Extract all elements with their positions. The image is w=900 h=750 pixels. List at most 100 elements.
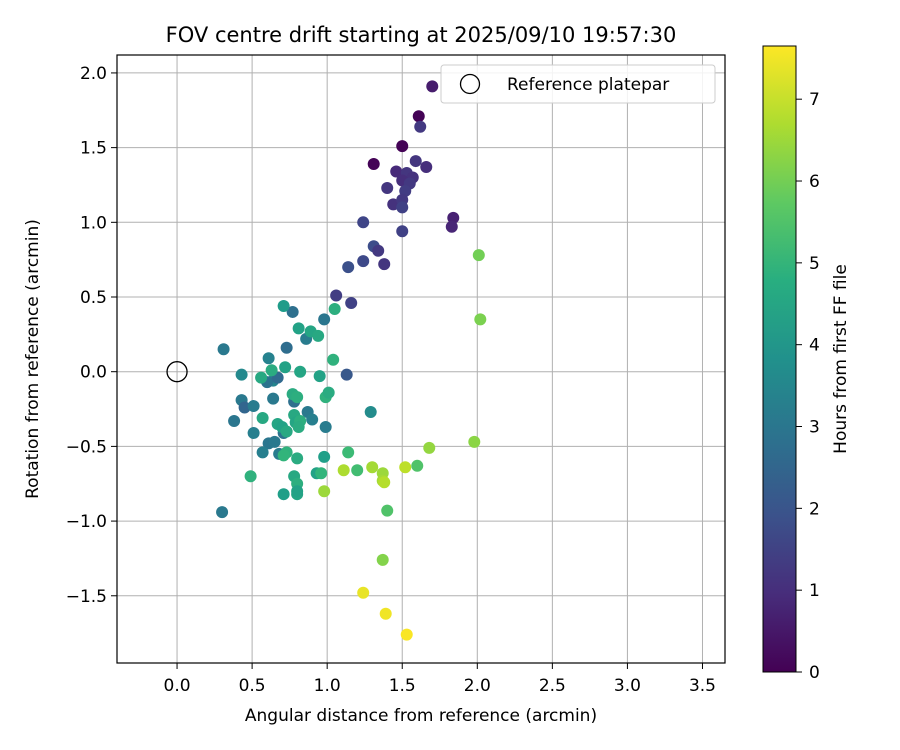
data-point (228, 414, 241, 427)
x-tick-label: 3.0 (614, 676, 641, 696)
data-point (318, 450, 331, 463)
x-tick-label: 2.5 (539, 676, 566, 696)
data-point (366, 461, 379, 474)
data-point (292, 420, 305, 433)
data-point (292, 322, 305, 335)
data-point (247, 400, 260, 413)
data-point (291, 452, 304, 465)
data-point (426, 80, 439, 93)
data-point (357, 216, 370, 229)
data-point (396, 201, 409, 214)
data-point (318, 313, 331, 326)
reference-platepar-marker (166, 361, 188, 383)
data-point (217, 343, 230, 356)
data-point (474, 313, 487, 326)
data-point (277, 449, 290, 462)
data-point (400, 628, 413, 641)
colorbar-tick-label: 2 (809, 499, 820, 519)
y-tick-label: 0.0 (80, 363, 107, 383)
x-axis-label: Angular distance from reference (arcmin) (245, 706, 597, 726)
colorbar-tick-label: 3 (809, 418, 820, 438)
data-point (327, 353, 340, 366)
y-tick-label: −1.0 (66, 512, 107, 532)
data-point (378, 258, 391, 271)
data-point (216, 506, 229, 519)
data-point (267, 392, 280, 405)
data-point (280, 425, 293, 438)
data-point (420, 161, 433, 174)
data-point (306, 413, 319, 426)
colorbar-tick-label: 5 (809, 254, 820, 274)
data-point (381, 504, 394, 517)
data-point (322, 386, 335, 399)
x-tick-label: 3.5 (689, 676, 716, 696)
y-tick-label: −1.5 (66, 587, 107, 607)
data-point (280, 341, 293, 354)
x-axis-ticks: 0.0 0.5 1.0 1.5 2.0 2.5 3.0 3.5 (164, 663, 716, 696)
y-axis-label: Rotation from reference (arcmin) (23, 219, 43, 499)
data-point (312, 329, 325, 342)
data-point (367, 158, 380, 171)
data-point (255, 371, 268, 384)
data-points (216, 80, 487, 641)
x-tick-label: 0.5 (239, 676, 266, 696)
data-point (268, 435, 281, 448)
data-point (330, 289, 343, 302)
chart-title: FOV centre drift starting at 2025/09/10 … (166, 23, 677, 47)
colorbar-tick-label: 1 (809, 581, 820, 601)
data-point (342, 446, 355, 459)
data-point (337, 464, 350, 477)
plot-frame (116, 54, 726, 664)
y-tick-label: 0.5 (80, 288, 107, 308)
y-axis-ticks: −1.5 −1.0 −0.5 0.0 0.5 1.0 1.5 2.0 (66, 64, 117, 607)
data-point (244, 470, 257, 483)
data-point (376, 553, 389, 566)
data-point (351, 464, 364, 477)
data-point (399, 461, 412, 474)
data-point (291, 391, 304, 404)
data-point (315, 467, 328, 480)
data-point (256, 412, 269, 425)
data-point (357, 586, 370, 599)
data-point (256, 446, 269, 459)
colorbar-label: Hours from first FF file (831, 264, 851, 454)
legend-entry-label: Reference platepar (507, 75, 669, 95)
data-point (372, 244, 385, 257)
y-tick-label: −0.5 (66, 437, 107, 457)
data-point (378, 476, 391, 489)
reference-marker-layer (166, 361, 188, 383)
data-point (357, 255, 370, 268)
colorbar-ticks: 0 1 2 3 4 5 6 7 (796, 90, 820, 683)
colorbar-tick-label: 4 (809, 336, 820, 356)
data-point (279, 361, 292, 374)
data-point (364, 406, 377, 419)
x-tick-label: 2.0 (464, 676, 491, 696)
data-point (468, 435, 481, 448)
data-point (291, 485, 304, 498)
legend-box (440, 64, 716, 104)
data-point (265, 364, 278, 377)
data-point (247, 426, 260, 439)
x-tick-label: 1.5 (389, 676, 416, 696)
x-tick-label: 0.0 (164, 676, 191, 696)
data-point (345, 296, 358, 309)
data-point (379, 607, 392, 620)
colorbar-tick-label: 7 (809, 90, 820, 110)
legend: Reference platepar (440, 64, 716, 104)
data-point (294, 365, 307, 378)
y-tick-label: 1.5 (80, 139, 107, 159)
data-point (472, 249, 485, 262)
data-point (411, 459, 424, 472)
data-point (423, 441, 436, 454)
data-point (381, 181, 394, 194)
data-point (342, 261, 355, 274)
data-point (235, 368, 248, 381)
data-point (447, 211, 460, 224)
data-point (277, 488, 290, 501)
data-point (313, 370, 326, 383)
data-point (238, 401, 251, 414)
y-tick-label: 2.0 (80, 64, 107, 84)
data-point (319, 420, 332, 433)
data-point (414, 120, 427, 133)
